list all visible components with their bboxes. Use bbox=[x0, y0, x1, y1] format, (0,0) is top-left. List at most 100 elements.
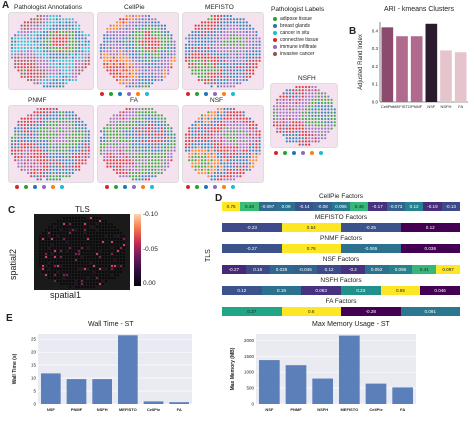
walltime-bar bbox=[169, 402, 189, 404]
ari-ylabel: Adjusted Rand Index bbox=[358, 34, 364, 90]
tissue-map-mefisto bbox=[182, 12, 264, 90]
legend-swatch bbox=[273, 23, 277, 28]
walltime-ytick: 5 bbox=[33, 389, 36, 394]
heatmap-row: -0.23 0.54 -0.25 0.12 bbox=[222, 223, 460, 232]
ari-bar bbox=[396, 36, 408, 102]
memory-ylabel: Max Memory (MB) bbox=[230, 347, 236, 390]
heatmap-cell: 0.41 bbox=[412, 265, 437, 274]
memory-bar bbox=[259, 360, 280, 404]
ari-bar bbox=[454, 52, 467, 102]
walltime-bar bbox=[143, 401, 164, 404]
panel-e-letter: E bbox=[6, 313, 13, 324]
factor-dots-pnmf bbox=[15, 185, 64, 189]
ari-bar bbox=[381, 27, 394, 103]
memory-bar bbox=[285, 365, 307, 404]
colorbar-tick-3: 0.00 bbox=[143, 280, 156, 287]
walltime-xtick: NSFH bbox=[97, 407, 108, 412]
legend-label: connective tissue bbox=[280, 36, 319, 43]
heatmap-cell: 0.096 bbox=[331, 202, 351, 211]
pathologist-title: Pathologist Annotations bbox=[14, 4, 82, 11]
heatmap-cell: 0.036 bbox=[400, 244, 460, 253]
legend-swatch bbox=[273, 30, 277, 35]
ari-xtick: MEFISTO bbox=[393, 104, 411, 109]
heatmap-cell: 0.75 bbox=[222, 202, 241, 211]
colorbar-tick-2: -0.05 bbox=[143, 246, 158, 253]
ari-xtick: CellPie bbox=[381, 104, 394, 109]
heatmap-cell: 0.16 bbox=[245, 265, 270, 274]
legend-item: immune infiltrate bbox=[273, 43, 318, 50]
heatmap-cell: -0.045 bbox=[293, 265, 318, 274]
memory-ytick: 1500 bbox=[244, 354, 255, 359]
legend-label: adipose tissue bbox=[280, 15, 312, 22]
ari-chart-title: ARI - kmeans Clusters bbox=[384, 6, 455, 13]
walltime-bar bbox=[92, 379, 112, 404]
walltime-ytick: 20 bbox=[31, 350, 37, 355]
legend-swatch bbox=[273, 16, 277, 21]
legend-item: adipose tissue bbox=[273, 15, 318, 22]
walltime-xtick: CellPie bbox=[147, 407, 161, 412]
walltime-bar bbox=[66, 379, 87, 404]
heatmap-cell: 0.063 bbox=[301, 286, 341, 295]
tls-map-xlabel: spatial1 bbox=[50, 290, 82, 300]
memory-xtick: NSFH bbox=[317, 407, 328, 412]
walltime-ytick: 10 bbox=[31, 376, 37, 381]
heatmap-cell: -0.073 bbox=[386, 202, 405, 211]
memory-bar bbox=[339, 335, 360, 404]
nsf-title: NSF bbox=[210, 97, 223, 104]
heatmap-cell: 0.052 bbox=[364, 265, 389, 274]
heatmap-title: NSF Factors bbox=[322, 256, 360, 263]
panel-c-letter: C bbox=[8, 205, 16, 216]
tissue-map-cellpie bbox=[97, 12, 179, 90]
walltime-bar bbox=[118, 335, 138, 404]
ari-ytick: 0.2 bbox=[372, 64, 379, 69]
legend-swatch bbox=[273, 51, 277, 56]
heatmap-cell: -0.23 bbox=[222, 223, 282, 232]
heatmap-cell: 0.65 bbox=[380, 286, 421, 295]
ari-bar bbox=[425, 23, 438, 102]
memory-xtick: MEFISTO bbox=[340, 407, 358, 412]
walltime-xtick: MEFISTO bbox=[119, 407, 137, 412]
factor-dots-nsfh bbox=[274, 151, 323, 155]
legend-item: connective tissue bbox=[273, 36, 318, 43]
heatmap-cell: 0.27 bbox=[222, 307, 282, 316]
walltime-ytick: 15 bbox=[31, 363, 37, 368]
cellpie-title: CellPie bbox=[124, 4, 145, 11]
pathologist-labels-title: Pathologist Labels bbox=[271, 6, 325, 13]
panel-a-letter: A bbox=[2, 0, 10, 11]
heatmap-cell: 0.097 bbox=[436, 265, 460, 274]
memory-xtick: CellPie bbox=[369, 407, 383, 412]
memory-ytick: 2000 bbox=[244, 338, 255, 343]
panel-b-letter: B bbox=[349, 26, 357, 37]
legend-item: invasive cancer bbox=[273, 50, 318, 57]
tls-spatial-map bbox=[34, 214, 130, 290]
legend-swatch bbox=[273, 37, 277, 42]
heatmap-cell: -0.08 bbox=[313, 202, 332, 211]
mefisto-title: MEFISTO bbox=[205, 4, 234, 11]
heatmap-cell: 0.028 bbox=[269, 265, 294, 274]
heatmap-title: NSFH Factors bbox=[320, 277, 362, 284]
factor-dots-cellpie bbox=[100, 92, 149, 96]
tls-map-ylabel: spatial2 bbox=[8, 248, 18, 280]
memory-bar bbox=[365, 383, 387, 404]
ari-ytick: 0.0 bbox=[372, 100, 379, 105]
heatmap-cell: 0.12 bbox=[317, 265, 341, 274]
factor-dots-mefisto bbox=[186, 92, 235, 96]
tls-map-title: TLS bbox=[75, 205, 90, 214]
memory-bar bbox=[312, 378, 333, 404]
factor-dots-fa bbox=[105, 185, 154, 189]
factor-dots-nsf bbox=[186, 185, 235, 189]
memory-xtick: FA bbox=[400, 407, 405, 412]
heatmap-cell: 0.6 bbox=[281, 307, 341, 316]
legend-label: immune infiltrate bbox=[280, 43, 317, 50]
heatmap-title: MEFISTO Factors bbox=[314, 214, 368, 221]
legend-label: invasive cancer bbox=[280, 50, 315, 57]
heatmap-row: 0.75 0.48 -0.097 0.09 -0.14 -0.08 0.096 0.46 -0.… bbox=[222, 202, 460, 211]
ari-xtick: PNMF bbox=[411, 104, 423, 109]
tissue-map-pnmf bbox=[8, 105, 94, 183]
tissue-map-pathologist bbox=[8, 12, 94, 90]
panel-d-letter: D bbox=[215, 193, 223, 204]
memory-bar bbox=[392, 387, 413, 404]
walltime-ytick: 25 bbox=[31, 337, 37, 342]
heatmap-cell: 0.12 bbox=[400, 223, 460, 232]
